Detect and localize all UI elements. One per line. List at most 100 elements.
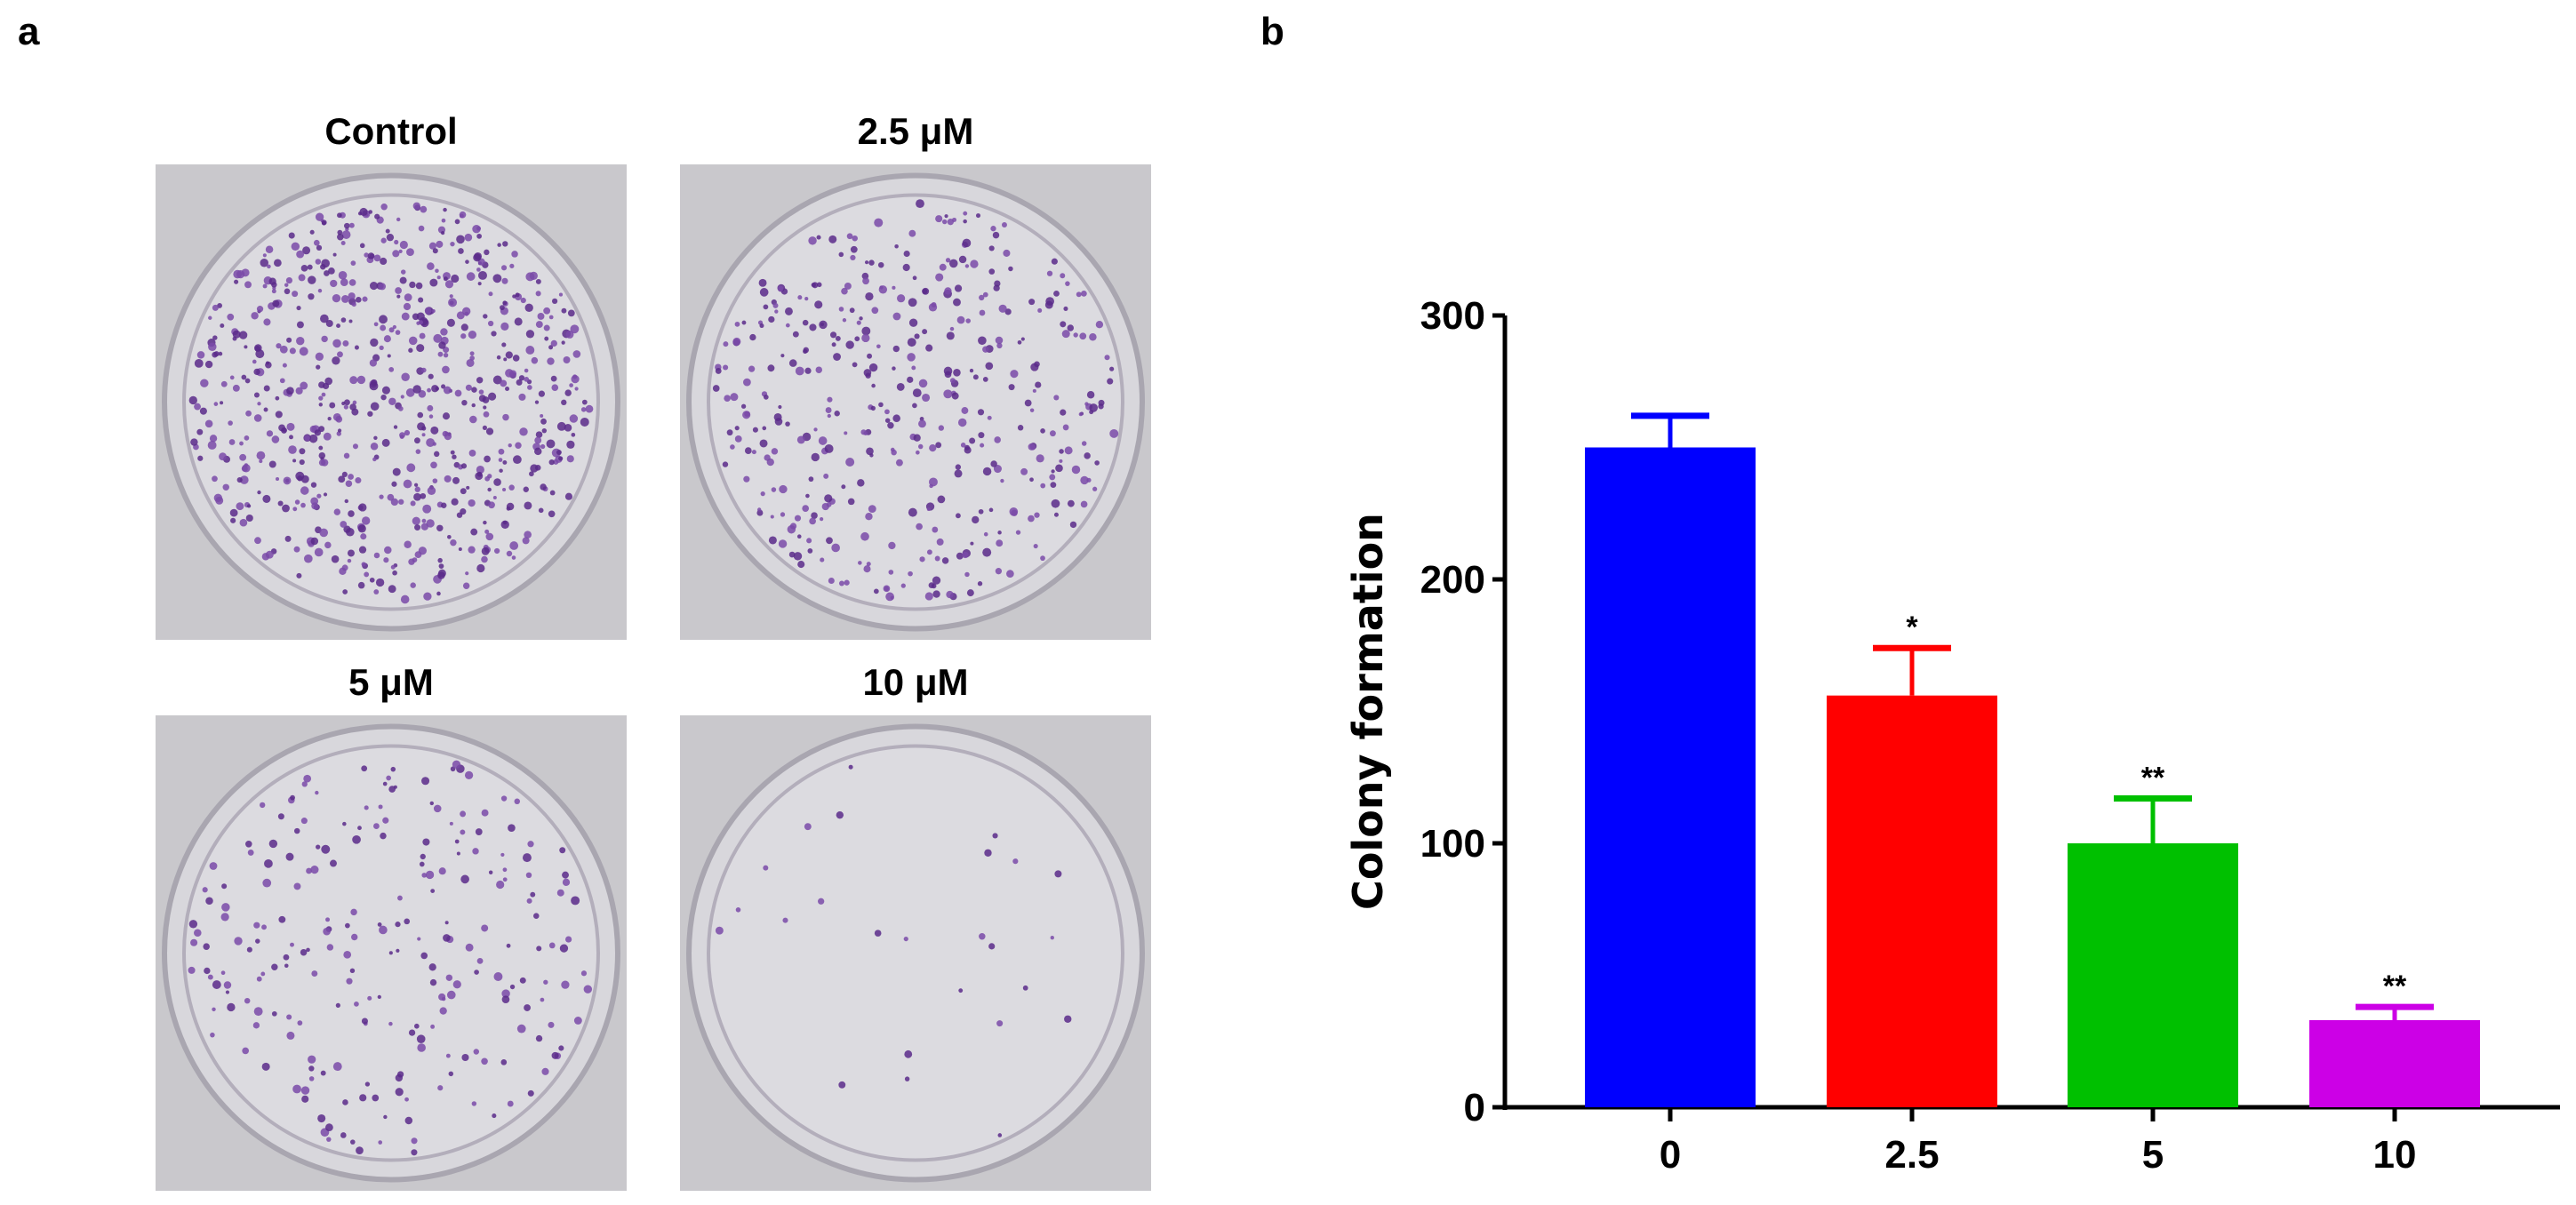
colony-dot (1073, 332, 1078, 338)
colony-dot (321, 335, 328, 343)
colony-dot (426, 438, 436, 447)
colony-dot (813, 427, 818, 432)
colony-dot (742, 411, 751, 419)
colony-dot (726, 429, 733, 436)
colony-dot (995, 336, 1004, 345)
colony-dot (1029, 477, 1034, 483)
colony-dot (411, 1137, 418, 1145)
colony-dot (349, 403, 356, 411)
colony-dot (988, 268, 996, 275)
colony-dot (369, 281, 379, 291)
colony-dot (314, 547, 324, 557)
colony-dot (332, 412, 341, 421)
significance-marker: * (1906, 610, 1918, 644)
colony-dot (522, 853, 532, 863)
colony-dot (1002, 222, 1007, 227)
colony-dot (585, 404, 594, 413)
colony-dot (388, 585, 396, 594)
colony-dot (244, 997, 251, 1004)
colony-dot (476, 563, 485, 573)
colony-dot (534, 447, 542, 456)
colony-dot (848, 764, 853, 770)
colony-dot (488, 392, 497, 401)
colony-dot (871, 383, 876, 388)
colony-dot (387, 493, 395, 501)
colony-dot (767, 364, 775, 372)
colony-dot (468, 330, 477, 339)
colony-dot (860, 531, 869, 541)
colony-dot (908, 298, 917, 307)
colony-dot (476, 465, 484, 475)
colony-dot (1035, 381, 1042, 388)
colony-dot (863, 369, 872, 377)
colony-dot (369, 577, 375, 583)
colony-dot (293, 546, 300, 553)
colony-dot (868, 259, 875, 266)
colony-dot (361, 562, 366, 567)
colony-dot (476, 957, 484, 964)
y-tick-label: 100 (1420, 822, 1485, 866)
colony-dot (299, 459, 305, 466)
colony-dot (534, 400, 540, 404)
colony-dot (1028, 299, 1036, 306)
colony-dot (244, 345, 248, 349)
colony-dot (288, 232, 295, 239)
colony-dot (779, 484, 788, 494)
colony-dot (300, 948, 308, 956)
colony-dot (244, 435, 250, 441)
colony-dot (483, 520, 487, 525)
colony-dot (437, 557, 443, 563)
colony-dot (443, 352, 449, 358)
colony-dot (418, 320, 423, 325)
colony-dot (506, 943, 511, 948)
colony-dot (939, 263, 947, 271)
colony-dot (472, 848, 479, 855)
colony-dot (818, 898, 825, 905)
colony-dot (907, 338, 916, 347)
colony-dot (251, 312, 259, 320)
colony-dot (996, 342, 1003, 349)
colony-dot (349, 968, 356, 974)
colony-dot (234, 937, 243, 946)
colony-dot (540, 483, 547, 491)
colony-dot (982, 346, 989, 353)
colony-dot (382, 781, 388, 786)
colony-dot (361, 1017, 368, 1025)
colony-dot (404, 540, 412, 548)
colony-dot (244, 378, 251, 384)
colony-dot (425, 870, 435, 880)
colony-dot (295, 471, 305, 481)
colony-dot (292, 291, 299, 298)
colony-dot (904, 1049, 913, 1058)
colony-dot (481, 555, 488, 563)
colony-dot (364, 571, 370, 578)
colony-dot (372, 457, 377, 462)
colony-dot (428, 414, 434, 419)
colony-dot (565, 936, 572, 943)
colony-dot (343, 452, 350, 459)
y-axis-label: Colony formation (1344, 513, 1392, 910)
colony-dot (289, 347, 296, 355)
colony-dot (408, 336, 418, 346)
colony-dot (788, 359, 797, 367)
colony-dot (734, 321, 740, 327)
colony-dot (396, 948, 400, 953)
colony-dot (804, 823, 812, 831)
colony-dot (239, 441, 244, 446)
colony-dot (515, 442, 522, 449)
y-tick-label: 300 (1420, 294, 1485, 338)
colony-dot (380, 257, 388, 266)
colony-dot (892, 414, 900, 423)
colony-dot (797, 561, 805, 569)
colony-dot (979, 294, 985, 301)
colony-dot (516, 1024, 526, 1033)
colony-dot (341, 471, 348, 477)
colony-dot (454, 389, 462, 397)
colony-dot (396, 217, 401, 222)
colony-dot (522, 537, 530, 545)
bar-2.5 (1827, 695, 1997, 1107)
colony-dot (222, 483, 229, 491)
colony-dot (390, 564, 396, 570)
colony-dot (1040, 555, 1045, 562)
colony-dot (969, 368, 974, 373)
